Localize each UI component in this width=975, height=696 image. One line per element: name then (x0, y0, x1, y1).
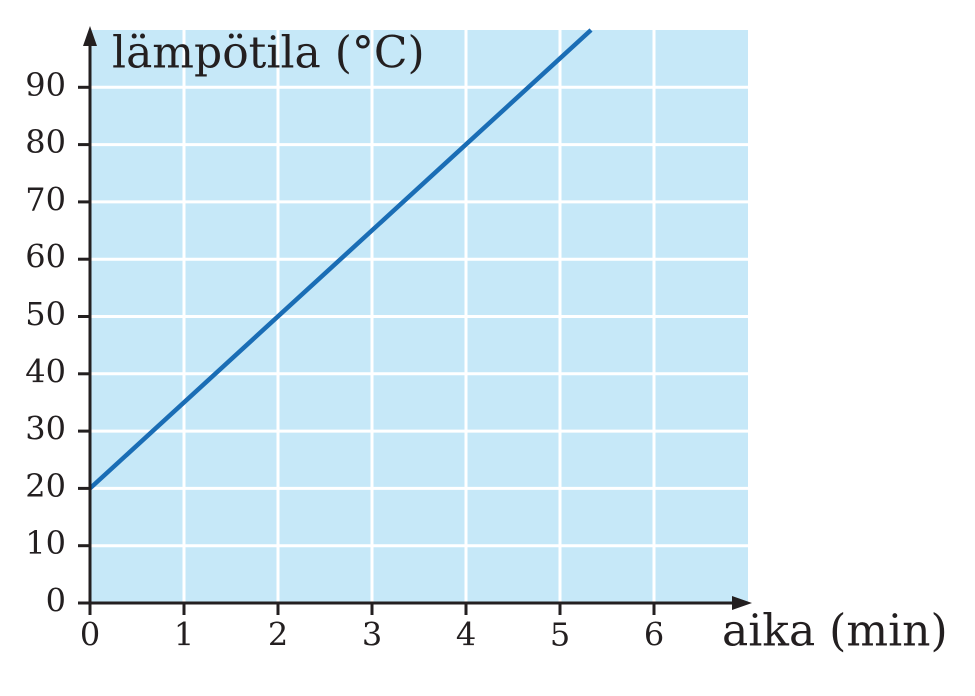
x-tick-label: 2 (268, 616, 288, 654)
x-tick-label: 1 (174, 616, 194, 654)
x-tick-label: 5 (550, 616, 570, 654)
x-tick-label: 6 (644, 616, 664, 654)
y-tick-label: 0 (46, 582, 66, 620)
x-tick-label: 0 (80, 616, 100, 654)
x-axis-label: aika (min) (722, 606, 948, 657)
x-axis-arrow (732, 596, 752, 610)
y-tick-label: 10 (25, 524, 66, 562)
y-tick-label: 20 (25, 467, 66, 505)
y-tick-label: 90 (25, 66, 66, 104)
y-tick-label: 30 (25, 410, 66, 448)
data-line (88, 28, 593, 491)
y-tick-label: 60 (25, 238, 66, 276)
x-tick-label: 3 (362, 616, 382, 654)
x-tick-label: 4 (456, 616, 476, 654)
y-tick-label: 70 (25, 180, 66, 218)
y-tick-label: 50 (25, 295, 66, 333)
y-tick-label: 40 (25, 352, 66, 390)
y-axis-label: lämpötila (°C) (112, 28, 425, 79)
y-tick-label: 80 (25, 123, 66, 161)
y-axis-arrow (83, 26, 97, 46)
